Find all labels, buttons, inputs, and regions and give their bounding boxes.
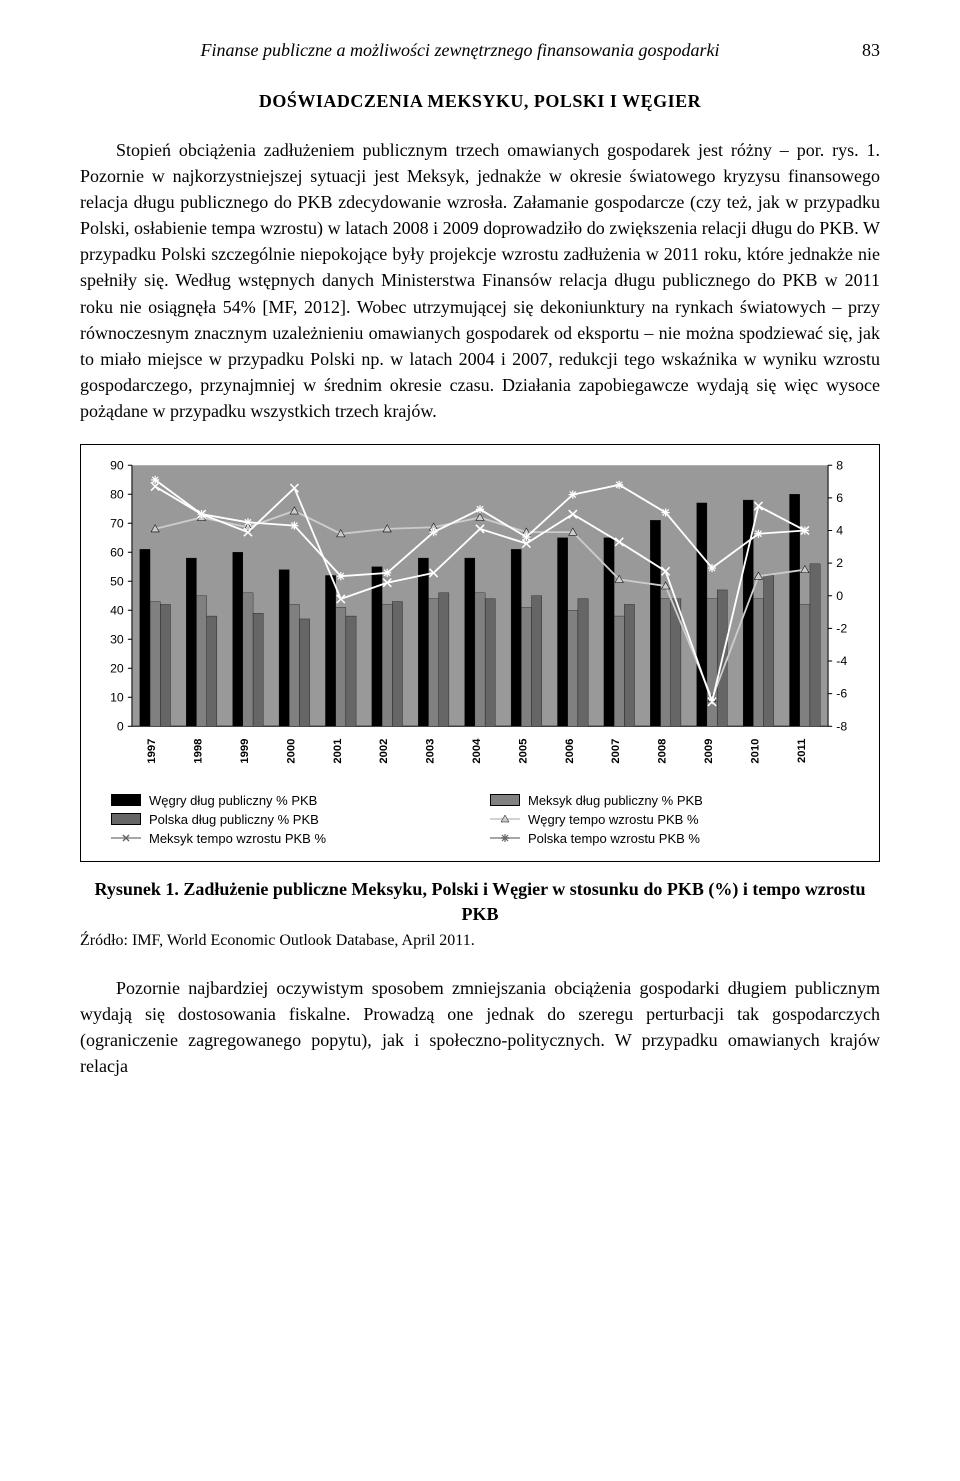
svg-text:0: 0 — [836, 589, 843, 603]
figure-caption: Rysunek 1. Zadłużenie publiczne Meksyku,… — [80, 877, 880, 927]
chart-container: 0 10 20 30 40 50 60 70 80 90 -8 -6 -4 -2 0 2 4 6 8 1997 1998… — [80, 444, 880, 862]
paragraph-2: Pozornie najbardziej oczywistym sposobem… — [80, 975, 880, 1079]
svg-text:2000: 2000 — [285, 739, 297, 764]
page-header: Finanse publiczne a możliwości zewnętrzn… — [80, 40, 880, 61]
svg-text:60: 60 — [110, 545, 124, 559]
section-heading: DOŚWIADCZENIA MEKSYKU, POLSKI I WĘGIER — [80, 91, 880, 112]
legend-item: Węgry tempo wzrostu PKB % — [490, 812, 849, 827]
legend-label: Węgry tempo wzrostu PKB % — [528, 812, 699, 827]
legend-item: Węgry dług publiczny % PKB — [111, 793, 470, 808]
legend-item: Meksyk dług publiczny % PKB — [490, 793, 849, 808]
svg-text:-2: -2 — [836, 622, 847, 636]
svg-text:2011: 2011 — [796, 739, 808, 763]
svg-text:6: 6 — [836, 491, 843, 505]
legend-label: Meksyk dług publiczny % PKB — [528, 793, 703, 808]
svg-text:40: 40 — [110, 603, 124, 617]
svg-text:2008: 2008 — [657, 739, 669, 764]
header-title: Finanse publiczne a możliwości zewnętrzn… — [80, 40, 840, 61]
svg-text:50: 50 — [110, 574, 124, 588]
legend-label: Polska tempo wzrostu PKB % — [528, 831, 700, 846]
svg-text:2005: 2005 — [517, 739, 529, 764]
svg-text:70: 70 — [110, 516, 124, 530]
svg-text:4: 4 — [836, 524, 843, 538]
svg-text:2009: 2009 — [703, 739, 715, 764]
svg-text:-4: -4 — [836, 654, 847, 668]
svg-text:-6: -6 — [836, 687, 847, 701]
legend-item: Polska dług publiczny % PKB — [111, 812, 470, 827]
legend-label: Węgry dług publiczny % PKB — [149, 793, 317, 808]
svg-text:2003: 2003 — [425, 739, 437, 764]
paragraph-1: Stopień obciążenia zadłużeniem publiczny… — [80, 137, 880, 424]
legend-label: Polska dług publiczny % PKB — [149, 812, 319, 827]
legend-item: Polska tempo wzrostu PKB % — [490, 831, 849, 846]
svg-text:2001: 2001 — [332, 739, 344, 764]
page-number: 83 — [840, 40, 880, 61]
svg-text:10: 10 — [110, 690, 124, 704]
svg-text:2006: 2006 — [564, 739, 576, 764]
chart-legend: Węgry dług publiczny % PKB Meksyk dług pu… — [91, 783, 869, 851]
debt-gdp-chart: 0 10 20 30 40 50 60 70 80 90 -8 -6 -4 -2 0 2 4 6 8 1997 1998… — [91, 455, 869, 783]
svg-text:1999: 1999 — [239, 739, 251, 764]
svg-text:90: 90 — [110, 458, 124, 472]
source-text: Źródło: IMF, World Economic Outlook Data… — [80, 932, 880, 950]
svg-text:1997: 1997 — [146, 739, 158, 764]
svg-text:2: 2 — [836, 556, 843, 570]
svg-text:2002: 2002 — [378, 739, 390, 764]
svg-text:0: 0 — [117, 719, 124, 733]
legend-item: Meksyk tempo wzrostu PKB % — [111, 831, 470, 846]
svg-text:2007: 2007 — [610, 739, 622, 764]
svg-text:1998: 1998 — [193, 739, 205, 764]
svg-text:20: 20 — [110, 661, 124, 675]
legend-label: Meksyk tempo wzrostu PKB % — [149, 831, 326, 846]
svg-text:-8: -8 — [836, 719, 847, 733]
svg-text:2004: 2004 — [471, 738, 483, 764]
svg-text:2010: 2010 — [749, 739, 761, 764]
svg-text:80: 80 — [110, 487, 124, 501]
svg-text:30: 30 — [110, 632, 124, 646]
svg-text:8: 8 — [836, 458, 843, 472]
